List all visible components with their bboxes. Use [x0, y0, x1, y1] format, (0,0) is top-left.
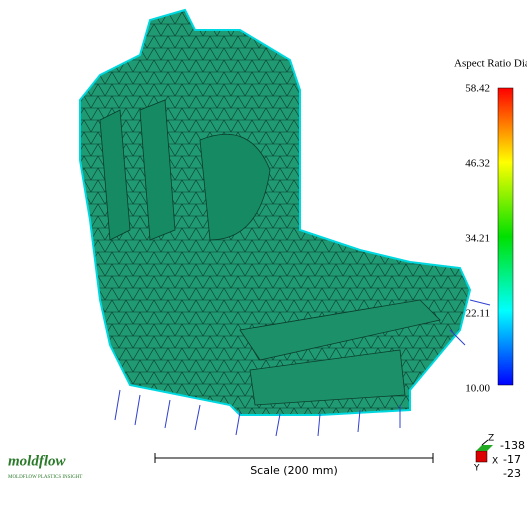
part-mesh: [80, 10, 490, 436]
legend-tick: 10.00: [465, 383, 490, 395]
axis-letter: Y: [473, 464, 480, 474]
page: Aspect Ratio Diagnostic 58.42 46.32 34.2…: [0, 0, 527, 507]
scale-bar: [155, 453, 433, 463]
colorbar: [498, 88, 513, 385]
axis-letter: Z: [488, 434, 494, 444]
viewport: Aspect Ratio Diagnostic 58.42 46.32 34.2…: [0, 0, 527, 507]
legend-title: Aspect Ratio Diagnostic: [454, 58, 527, 70]
legend-tick: 46.32: [465, 158, 490, 170]
legend-tick: 34.21: [465, 233, 490, 245]
logo: moldflow: [8, 453, 66, 469]
orientation-value: -23: [503, 467, 521, 480]
orientation-value: -17: [503, 453, 521, 466]
orientation-value: -138: [500, 439, 525, 452]
legend-tick: 58.42: [465, 83, 490, 95]
scale-label: Scale (200 mm): [250, 464, 338, 477]
axis-letter: X: [492, 457, 498, 467]
logo-tagline: MOLDFLOW PLASTICS INSIGHT: [8, 475, 82, 480]
legend-tick: 22.11: [466, 308, 490, 320]
